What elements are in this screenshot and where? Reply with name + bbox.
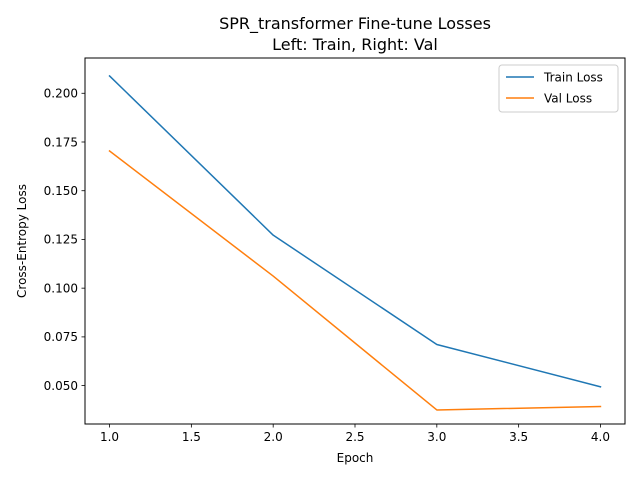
x-tick-label: 2.5 xyxy=(345,430,364,444)
series-line-val-loss xyxy=(108,149,602,411)
chart-subtitle: Left: Train, Right: Val xyxy=(272,35,438,54)
y-tick-label: 0.050 xyxy=(44,379,78,393)
x-tick-label: 1.0 xyxy=(100,430,119,444)
y-tick-label: 0.100 xyxy=(44,281,78,295)
series-line-train-loss xyxy=(108,74,602,388)
x-tick-label: 3.0 xyxy=(427,430,446,444)
y-tick-label: 0.150 xyxy=(44,184,78,198)
legend-label-train-loss: Train Loss xyxy=(543,71,603,85)
y-tick-label: 0.125 xyxy=(44,233,78,247)
legend-label-val-loss: Val Loss xyxy=(544,92,592,106)
axis-ticks: 1.0 1.5 2.0 2.5 3.0 3.5 4.0 0.050 0.075 0.100 0.12… xyxy=(44,87,610,444)
y-axis-label: Cross-Entropy Loss xyxy=(15,184,29,298)
legend: Train Loss Val Loss xyxy=(498,64,619,113)
x-tick-label: 4.0 xyxy=(591,430,610,444)
chart-title: SPR_transformer Fine-tune Losses xyxy=(219,14,491,34)
plot-area xyxy=(108,74,602,411)
y-tick-label: 0.075 xyxy=(44,330,78,344)
x-axis-label: Epoch xyxy=(337,451,374,465)
x-tick-label: 1.5 xyxy=(182,430,201,444)
y-tick-label: 0.175 xyxy=(44,135,78,149)
y-tick-label: 0.200 xyxy=(44,87,78,101)
x-tick-label: 2.0 xyxy=(264,430,283,444)
x-tick-label: 3.5 xyxy=(509,430,528,444)
